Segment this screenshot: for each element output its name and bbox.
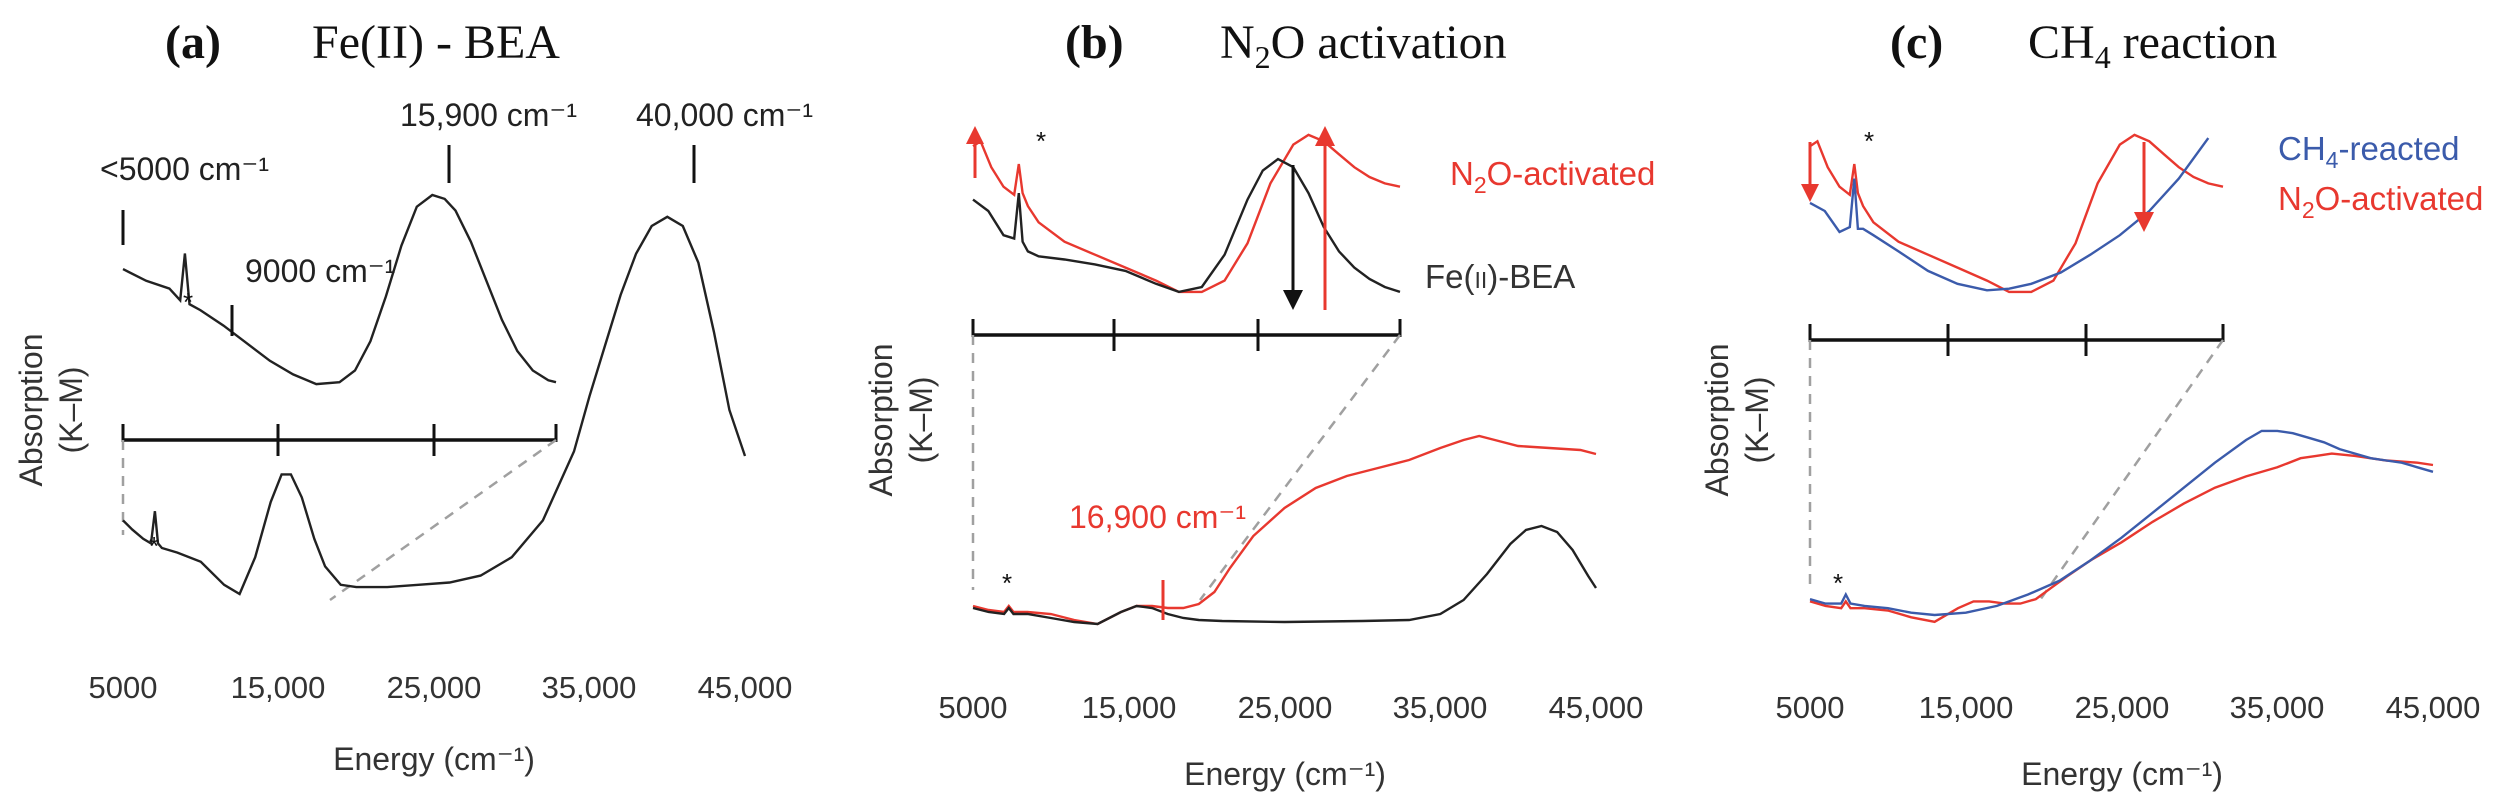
panel-c-legend-ch4-rest: -reacted — [2338, 130, 2459, 167]
panel-b-inset-curve-fe — [972, 157, 1401, 294]
panel-b-title: N2O activation — [1220, 16, 1507, 75]
panel-b-legend-fe-rest: )-BEA — [1487, 258, 1575, 295]
panel-c-title: CH4 reaction — [2028, 16, 2277, 75]
panel-c-legend-ch4-main: CH — [2278, 130, 2326, 167]
panel-b-main-curve-n2o — [972, 434, 1597, 626]
panel-b-legend-n2o: N2O-activated — [1450, 155, 1655, 198]
panel-c-arrowhead-down — [2134, 212, 2154, 232]
panel-a-ylabel-1: Absorption — [13, 334, 49, 487]
panel-b-inset-star: * — [1036, 126, 1046, 156]
panel-b-xlabel: Energy (cm⁻¹) — [1184, 756, 1386, 792]
panel-b-legend-n2o-sub: 2 — [1474, 172, 1487, 198]
panel-b-legend-fe: Fe(II)-BEA — [1425, 258, 1575, 295]
panel-c-main-curve-n2o — [1809, 452, 2434, 624]
inset-zoom-guide — [329, 438, 557, 602]
panel-b-title-sub: 2 — [1255, 39, 1271, 75]
panel-b: (b) N2O activation * * 16,900 cm⁻¹ N2O-a… — [863, 16, 1655, 792]
panel-b-title-rest: O activation — [1271, 16, 1507, 69]
panel-c-main-curve-ch4 — [1809, 429, 2434, 617]
panel-a-annot-15900: 15,900 cm⁻¹ — [400, 97, 577, 133]
panel-b-legend-fe-main: Fe( — [1425, 258, 1475, 295]
inset-zoom-guide — [1199, 334, 1401, 601]
panel-b-main-star: * — [1002, 568, 1012, 598]
panel-b-xtick-0: 5000 — [939, 690, 1008, 725]
panel-a-xtick-2: 25,000 — [387, 670, 482, 705]
panel-c-legend-ch4: CH4-reacted — [2278, 130, 2460, 173]
panel-c-xtick-2: 25,000 — [2075, 690, 2170, 725]
panel-c-title-sub: 4 — [2095, 39, 2111, 75]
panel-c-main-star: * — [1833, 568, 1843, 598]
panel-b-inset-guides — [971, 319, 1402, 601]
panel-a-xlabel: Energy (cm⁻¹) — [333, 741, 535, 777]
panel-c-legend-n2o-sub: 2 — [2302, 197, 2315, 223]
panel-b-xtick-4: 45,000 — [1549, 690, 1644, 725]
panel-a-ylabel-2: (K–M) — [53, 366, 89, 453]
panel-a-main-star: * — [149, 531, 159, 561]
panel-b-arrowhead-up — [1315, 126, 1335, 146]
panel-c-xtick-0: 5000 — [1776, 690, 1845, 725]
panel-a-annot-40000: 40,000 cm⁻¹ — [636, 97, 813, 133]
panel-a-title: Fe(II) - BEA — [312, 16, 560, 69]
panel-c-legend-n2o-main: N — [2278, 180, 2302, 217]
panel-b-main-curve-fe — [972, 524, 1598, 626]
panel-c-xtick-1: 15,000 — [1919, 690, 2014, 725]
panel-c-legend-n2o-rest: O-activated — [2315, 180, 2484, 217]
inset-zoom-guide — [2038, 339, 2225, 601]
panel-a: (a) Fe(II) - BEA <5000 cm⁻¹ 9000 cm⁻¹ 15… — [13, 16, 813, 777]
panel-c-ylabel-2: (K–M) — [1739, 376, 1775, 463]
panel-a-xtick-0: 5000 — [89, 670, 158, 705]
panel-a-inset-star: * — [183, 287, 193, 317]
panel-b-ylabel-2: (K–M) — [903, 376, 939, 463]
panel-b-legend-n2o-rest: O-activated — [1487, 155, 1656, 192]
panel-c-inset-curve-n2o — [1809, 133, 2224, 294]
panel-a-inset-guides — [121, 424, 558, 602]
panel-b-ylabel-1: Absorption — [863, 344, 899, 497]
panel-b-xtick-2: 25,000 — [1238, 690, 1333, 725]
panel-a-inset-curve — [122, 193, 557, 386]
panel-a-xtick-4: 45,000 — [698, 670, 793, 705]
panel-b-legend-n2o-main: N — [1450, 155, 1474, 192]
panel-c-label: (c) — [1890, 16, 1943, 69]
panel-c-xlabel: Energy (cm⁻¹) — [2021, 756, 2223, 792]
panel-b-legend-fe-sub: II — [1475, 267, 1488, 293]
panel-c-xtick-4: 45,000 — [2386, 690, 2481, 725]
panel-b-arrowhead-up-left — [966, 126, 984, 144]
panel-a-main-curve — [122, 215, 747, 596]
panel-c-title-rest: reaction — [2111, 16, 2278, 69]
panel-c-title-main: CH — [2028, 16, 2095, 69]
panel-c: (c) CH4 reaction * * CH4-reacted N2O-act… — [1699, 16, 2483, 792]
panel-a-annot-9000: 9000 cm⁻¹ — [245, 253, 395, 289]
panel-c-legend-ch4-sub: 4 — [2326, 147, 2339, 173]
panel-b-xtick-3: 35,000 — [1393, 690, 1488, 725]
panel-c-inset-guides — [1808, 324, 2225, 601]
panel-b-arrowhead-down — [1283, 290, 1303, 310]
panel-b-xtick-1: 15,000 — [1082, 690, 1177, 725]
panel-c-inset-star: * — [1864, 126, 1874, 156]
panel-b-title-main: N — [1220, 16, 1255, 69]
panel-c-inset-curve-ch4 — [1809, 137, 2210, 292]
panel-b-annot-16900: 16,900 cm⁻¹ — [1069, 499, 1246, 535]
panel-a-annot-5000: <5000 cm⁻¹ — [100, 151, 269, 187]
panel-c-ylabel-1: Absorption — [1699, 344, 1735, 497]
panel-c-xtick-3: 35,000 — [2230, 690, 2325, 725]
panel-c-legend-n2o: N2O-activated — [2278, 180, 2483, 223]
panel-c-arrowhead-down-left — [1801, 184, 1819, 202]
panel-a-label: (a) — [165, 16, 221, 69]
panel-b-label: (b) — [1065, 16, 1124, 69]
panel-b-inset-curve-n2o — [972, 133, 1401, 294]
panel-a-xtick-1: 15,000 — [231, 670, 326, 705]
panel-a-xtick-3: 35,000 — [542, 670, 637, 705]
